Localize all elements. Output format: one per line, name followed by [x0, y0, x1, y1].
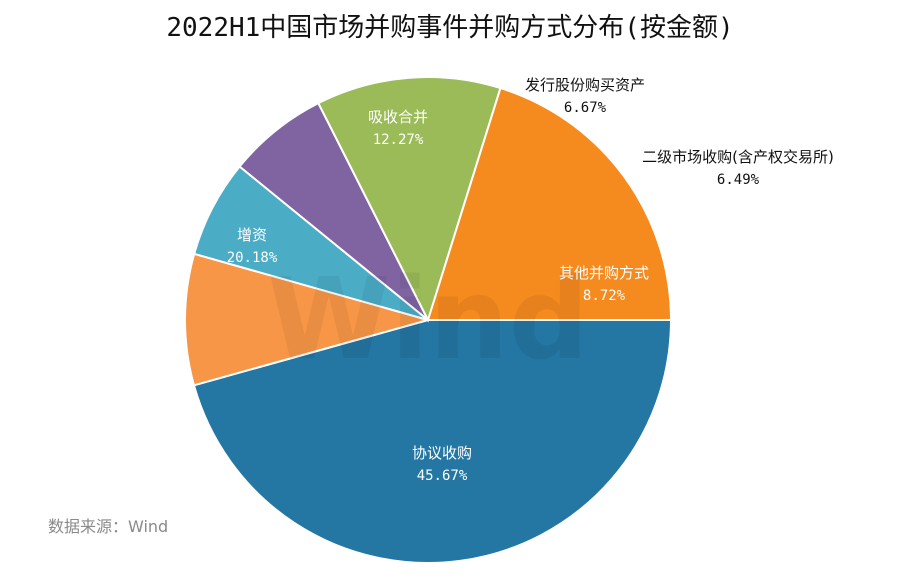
- pie-slice: [192, 319, 673, 564]
- pie-slices: [184, 76, 673, 564]
- slice-label: 增资: [237, 226, 267, 244]
- pie-slice: [184, 252, 432, 387]
- slice-label: 发行股份购买资产: [525, 76, 645, 94]
- slice-value-label: 45.67%: [417, 468, 468, 484]
- slice-value-label: 12.27%: [373, 132, 424, 148]
- slice-label: 二级市场收购(含产权交易所): [642, 148, 834, 166]
- slice-value-label: 6.67%: [564, 100, 607, 116]
- slice-label: 其他并购方式: [559, 264, 649, 282]
- pie-labels: 协议收购 45.67% 其他并购方式 8.72% 二级市场收购(含产权交易所) 6.49%…: [227, 76, 834, 484]
- source-note: 数据来源：Wind: [48, 517, 168, 536]
- chart-title: 2022H1中国市场并购事件并购方式分布(按金额): [166, 13, 733, 43]
- slice-value-label: 6.49%: [717, 172, 760, 188]
- pie-slice: [426, 86, 673, 321]
- slice-label: 吸收合并: [368, 108, 428, 126]
- slice-label: 协议收购: [412, 444, 472, 462]
- watermark: Wind: [267, 255, 589, 385]
- slice-value-label: 20.18%: [227, 250, 278, 266]
- slice-value-label: 8.72%: [583, 288, 626, 304]
- pie-slice: [317, 76, 502, 323]
